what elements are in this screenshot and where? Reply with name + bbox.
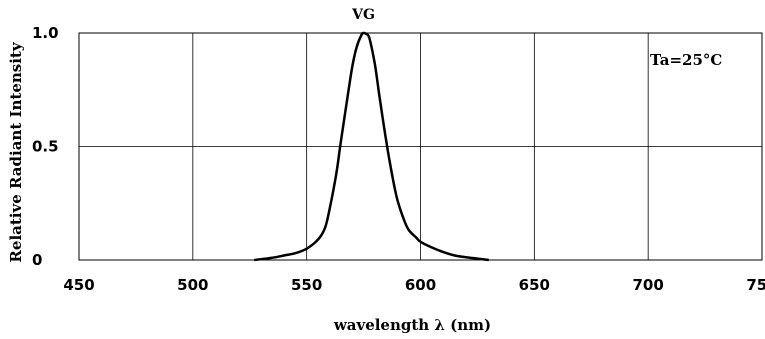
x-tick-label: 500: [177, 276, 208, 294]
plot-frame: [78, 32, 763, 261]
x-axis-label: wavelength λ (nm): [333, 316, 491, 334]
y-tick-labels: 0 0.5 1.0: [32, 24, 59, 269]
temperature-annotation: Ta=25°C: [650, 51, 722, 69]
x-tick-label: 600: [405, 276, 436, 294]
x-tick-label: 700: [633, 276, 664, 294]
chart-title: VG: [351, 7, 375, 23]
series-line-vg: [254, 31, 489, 262]
x-tick-label: 450: [63, 276, 94, 294]
y-tick-label: 1.0: [32, 24, 59, 42]
x-tick-label: 550: [291, 276, 322, 294]
y-tick-label: 0: [32, 251, 42, 269]
y-tick-label: 0.5: [32, 138, 59, 156]
x-tick-labels: 450 500 550 600 650 700 750: [63, 276, 765, 294]
x-tick-label: 650: [519, 276, 550, 294]
y-axis-label: Relative Radiant Intensity: [7, 41, 25, 262]
x-tick-label: 750: [746, 276, 765, 294]
